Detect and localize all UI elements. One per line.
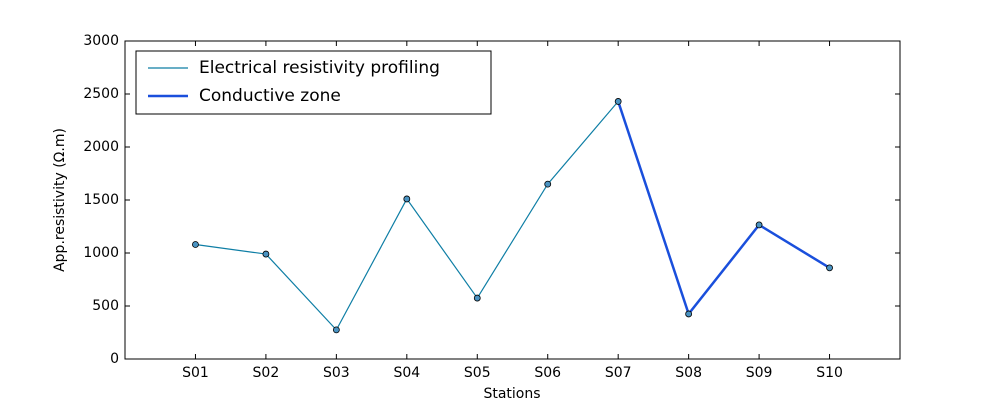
x-tick-label: S04 bbox=[393, 365, 420, 381]
y-tick-label: 0 bbox=[110, 351, 119, 367]
x-tick-label: S07 bbox=[605, 365, 632, 381]
y-tick-label: 1500 bbox=[83, 192, 119, 208]
point-marker bbox=[826, 264, 833, 272]
point-marker bbox=[403, 195, 411, 203]
legend-label: Electrical resistivity profiling bbox=[199, 58, 440, 78]
y-tick-label: 3000 bbox=[83, 33, 119, 49]
point-marker bbox=[614, 98, 622, 105]
x-axis-label: Stations bbox=[483, 386, 540, 400]
x-tick-label: S01 bbox=[182, 365, 209, 381]
x-tick-label: S09 bbox=[746, 365, 773, 381]
y-tick-label: 1000 bbox=[83, 245, 119, 261]
x-tick-label: S05 bbox=[464, 365, 491, 381]
plot-frame bbox=[124, 40, 901, 360]
x-tick-label: S06 bbox=[534, 365, 561, 381]
point-marker bbox=[755, 221, 763, 229]
legend-label: Conductive zone bbox=[199, 86, 341, 106]
point-marker bbox=[262, 250, 270, 258]
y-tick-label: 500 bbox=[92, 298, 119, 314]
x-tick-label: S08 bbox=[675, 365, 702, 381]
point-marker bbox=[685, 310, 693, 318]
x-tick-label: S02 bbox=[253, 365, 280, 381]
legend-box bbox=[135, 50, 492, 115]
point-marker bbox=[332, 326, 340, 334]
point-marker bbox=[473, 294, 481, 302]
y-tick-label: 2000 bbox=[83, 139, 119, 155]
y-axis-label: App.resistivity (Ω.m) bbox=[52, 128, 68, 272]
y-tick-label: 2500 bbox=[83, 86, 119, 102]
x-tick-label: S03 bbox=[323, 365, 350, 381]
x-tick-label: S10 bbox=[816, 365, 843, 381]
point-marker bbox=[544, 180, 552, 188]
series-line bbox=[616, 101, 831, 317]
point-marker bbox=[192, 241, 199, 248]
